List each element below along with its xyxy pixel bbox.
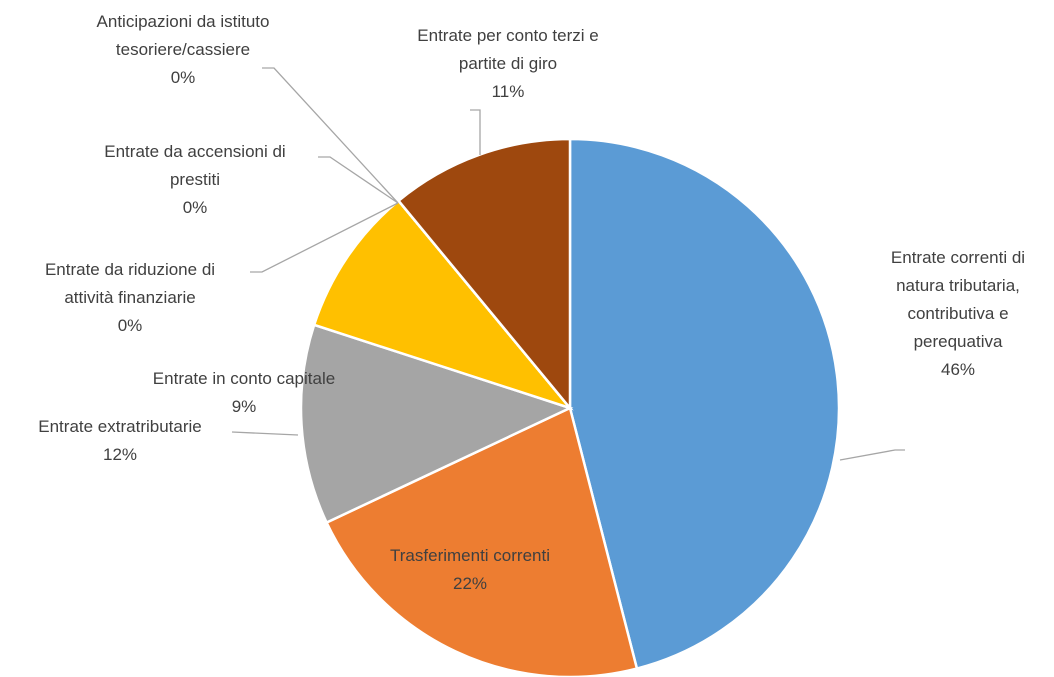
pie-slice xyxy=(299,323,574,525)
percent-label: 9% xyxy=(231,397,257,416)
data-label: Trasferimenti correnti 22% xyxy=(320,542,620,598)
leader-line xyxy=(839,449,905,461)
percent-label: 12% xyxy=(102,445,138,464)
percent-label: 11% xyxy=(491,82,525,101)
pie-slice xyxy=(568,137,841,671)
data-label: Anticipazioni da istituto tesoriere/cass… xyxy=(72,8,295,92)
data-label: Entrate da riduzione di attività finanzi… xyxy=(24,256,236,340)
data-label: Entrate in conto capitale 9% xyxy=(94,365,394,421)
leader-line xyxy=(470,109,481,155)
pie-slice xyxy=(324,406,639,677)
data-label: Entrate per conto terzi e partite di gir… xyxy=(397,22,620,106)
percent-label: 46% xyxy=(940,360,976,379)
percent-label: 22% xyxy=(452,574,488,593)
category-label: Entrate da accensioni di prestiti xyxy=(104,142,286,189)
category-label: Entrate extratributarie xyxy=(38,417,202,436)
pie-slice xyxy=(396,137,572,412)
data-label: Entrate da accensioni di prestiti 0% xyxy=(86,138,304,222)
leader-line xyxy=(231,431,299,436)
category-label: Entrate correnti di natura tributaria, c… xyxy=(890,248,1026,351)
leader-line xyxy=(262,67,399,204)
leader-line xyxy=(250,202,399,273)
category-label: Entrate per conto terzi e partite di gir… xyxy=(417,26,599,73)
data-label: Entrate extratributarie 12% xyxy=(0,413,270,469)
leader-line xyxy=(318,156,399,204)
category-label: Anticipazioni da istituto tesoriere/cass… xyxy=(96,12,270,59)
category-label: Trasferimenti correnti xyxy=(390,546,550,565)
data-label: Entrate correnti di natura tributaria, c… xyxy=(868,244,1048,384)
category-label: Entrate in conto capitale xyxy=(152,369,336,388)
percent-label: 0% xyxy=(182,198,208,217)
category-label: Entrate da riduzione di attività finanzi… xyxy=(44,260,216,307)
percent-label: 0% xyxy=(117,316,143,335)
percent-label: 0% xyxy=(170,68,196,87)
